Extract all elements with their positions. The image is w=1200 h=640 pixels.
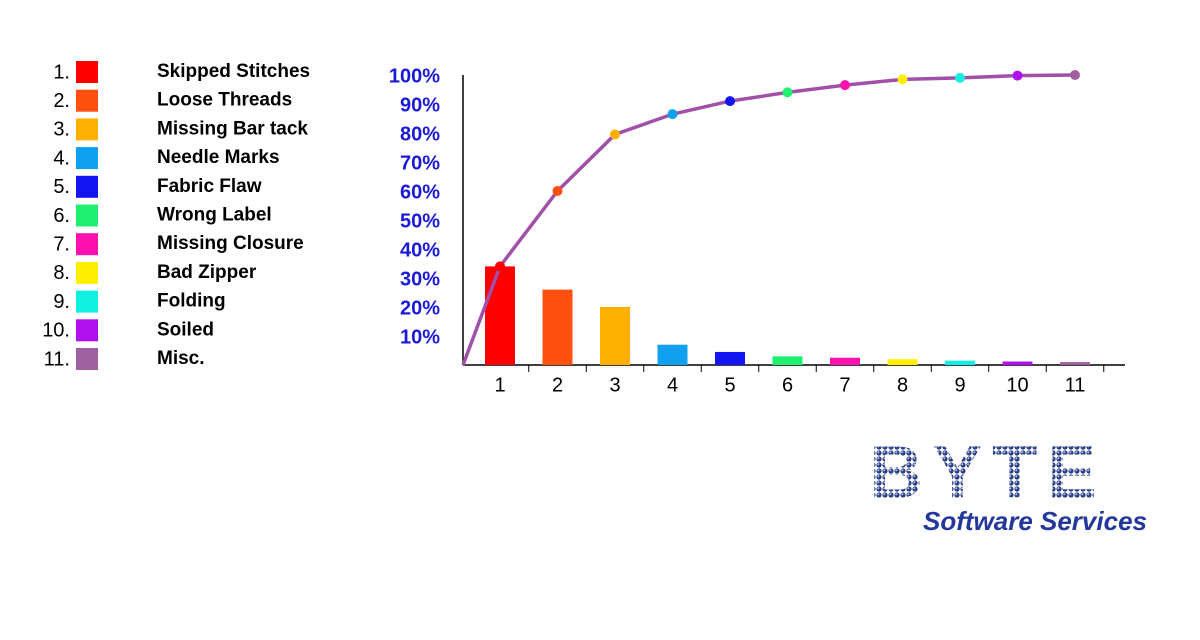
- legend-swatch: [76, 175, 98, 198]
- x-tick-label: 6: [782, 374, 793, 396]
- legend-label: Missing Bar tack: [157, 118, 308, 139]
- cumulative-point: [495, 261, 505, 272]
- legend-number: 10.: [42, 320, 70, 342]
- legend-swatch: [76, 319, 98, 342]
- bar: [887, 359, 918, 365]
- x-tick-label: 2: [552, 374, 563, 396]
- x-tick-label: 1: [494, 374, 505, 396]
- y-tick-label: 10%: [400, 326, 440, 348]
- x-tick-label: 3: [609, 374, 620, 396]
- x-tick-label: 5: [724, 374, 735, 396]
- legend-label: Skipped Stitches: [157, 61, 310, 82]
- legend-number: 4.: [53, 147, 70, 169]
- legend-label: Soiled: [157, 319, 214, 340]
- legend-number: 2.: [53, 90, 70, 112]
- y-tick-label: 20%: [400, 297, 440, 319]
- bar: [945, 360, 975, 365]
- legend-swatch: [76, 89, 98, 112]
- x-tick-label: 11: [1065, 374, 1086, 396]
- legend-number: 5.: [53, 176, 70, 198]
- legend-label: Needle Marks: [157, 147, 280, 168]
- bar: [715, 351, 745, 365]
- legend-label: Bad Zipper: [157, 262, 257, 283]
- x-tick-label: 4: [667, 374, 678, 396]
- legend-swatch: [76, 233, 98, 256]
- x-tick-label: 8: [897, 374, 908, 396]
- bar: [772, 356, 803, 365]
- y-tick-label: 70%: [400, 152, 440, 174]
- legend-label: Folding: [157, 291, 226, 312]
- cumulative-point: [1012, 70, 1023, 81]
- bar: [542, 289, 573, 365]
- bar: [1060, 362, 1090, 365]
- cumulative-point: [610, 129, 620, 140]
- legend-number: 1.: [53, 61, 70, 83]
- bar: [830, 357, 860, 365]
- legend-number: 3.: [53, 119, 70, 141]
- cumulative-point: [840, 80, 850, 91]
- bar: [600, 307, 630, 365]
- legend-number: 9.: [53, 291, 70, 313]
- legend-number: 6.: [53, 205, 70, 227]
- legend-number: 8.: [53, 262, 70, 284]
- x-tick-label: 9: [954, 374, 965, 396]
- logo-title: BYTE: [869, 431, 1106, 514]
- x-tick-label: 10: [1006, 374, 1028, 396]
- legend-label: Fabric Flaw: [157, 176, 262, 197]
- cumulative-point: [782, 87, 793, 98]
- cumulative-point: [725, 96, 735, 107]
- legend-number: 11.: [44, 348, 70, 370]
- legend-swatch: [76, 204, 98, 227]
- legend-swatch: [76, 290, 98, 313]
- bar: [485, 266, 515, 365]
- line-origin: [461, 265, 502, 366]
- legend-swatch: [76, 348, 98, 370]
- legend-swatch: [76, 261, 98, 284]
- bar: [1002, 361, 1033, 365]
- y-tick-label: 90%: [400, 94, 440, 116]
- legend-label: Wrong Label: [157, 205, 272, 226]
- cumulative-point: [1070, 70, 1080, 80]
- x-tick-label: 7: [839, 374, 850, 396]
- y-tick-label: 40%: [400, 239, 440, 261]
- legend-label: Missing Closure: [157, 233, 304, 254]
- cumulative-point: [897, 74, 908, 85]
- legend-swatch: [76, 118, 98, 141]
- y-tick-label: 60%: [400, 181, 440, 203]
- bar: [657, 344, 688, 365]
- legend-swatch: [76, 61, 98, 83]
- y-tick-label: 80%: [400, 123, 440, 145]
- y-tick-label: 50%: [400, 210, 440, 232]
- y-tick-label: 100%: [389, 65, 440, 87]
- logo-subtitle: Software Services: [923, 506, 1147, 536]
- cumulative-point: [552, 186, 563, 196]
- y-tick-label: 30%: [400, 268, 440, 290]
- legend-label: Loose Threads: [157, 90, 292, 111]
- cumulative-point: [667, 109, 678, 120]
- legend-number: 7.: [53, 233, 70, 255]
- cumulative-point: [955, 72, 965, 83]
- legend-swatch: [76, 147, 98, 170]
- legend-label: Misc.: [157, 348, 205, 369]
- cumulative-line: [498, 73, 1076, 268]
